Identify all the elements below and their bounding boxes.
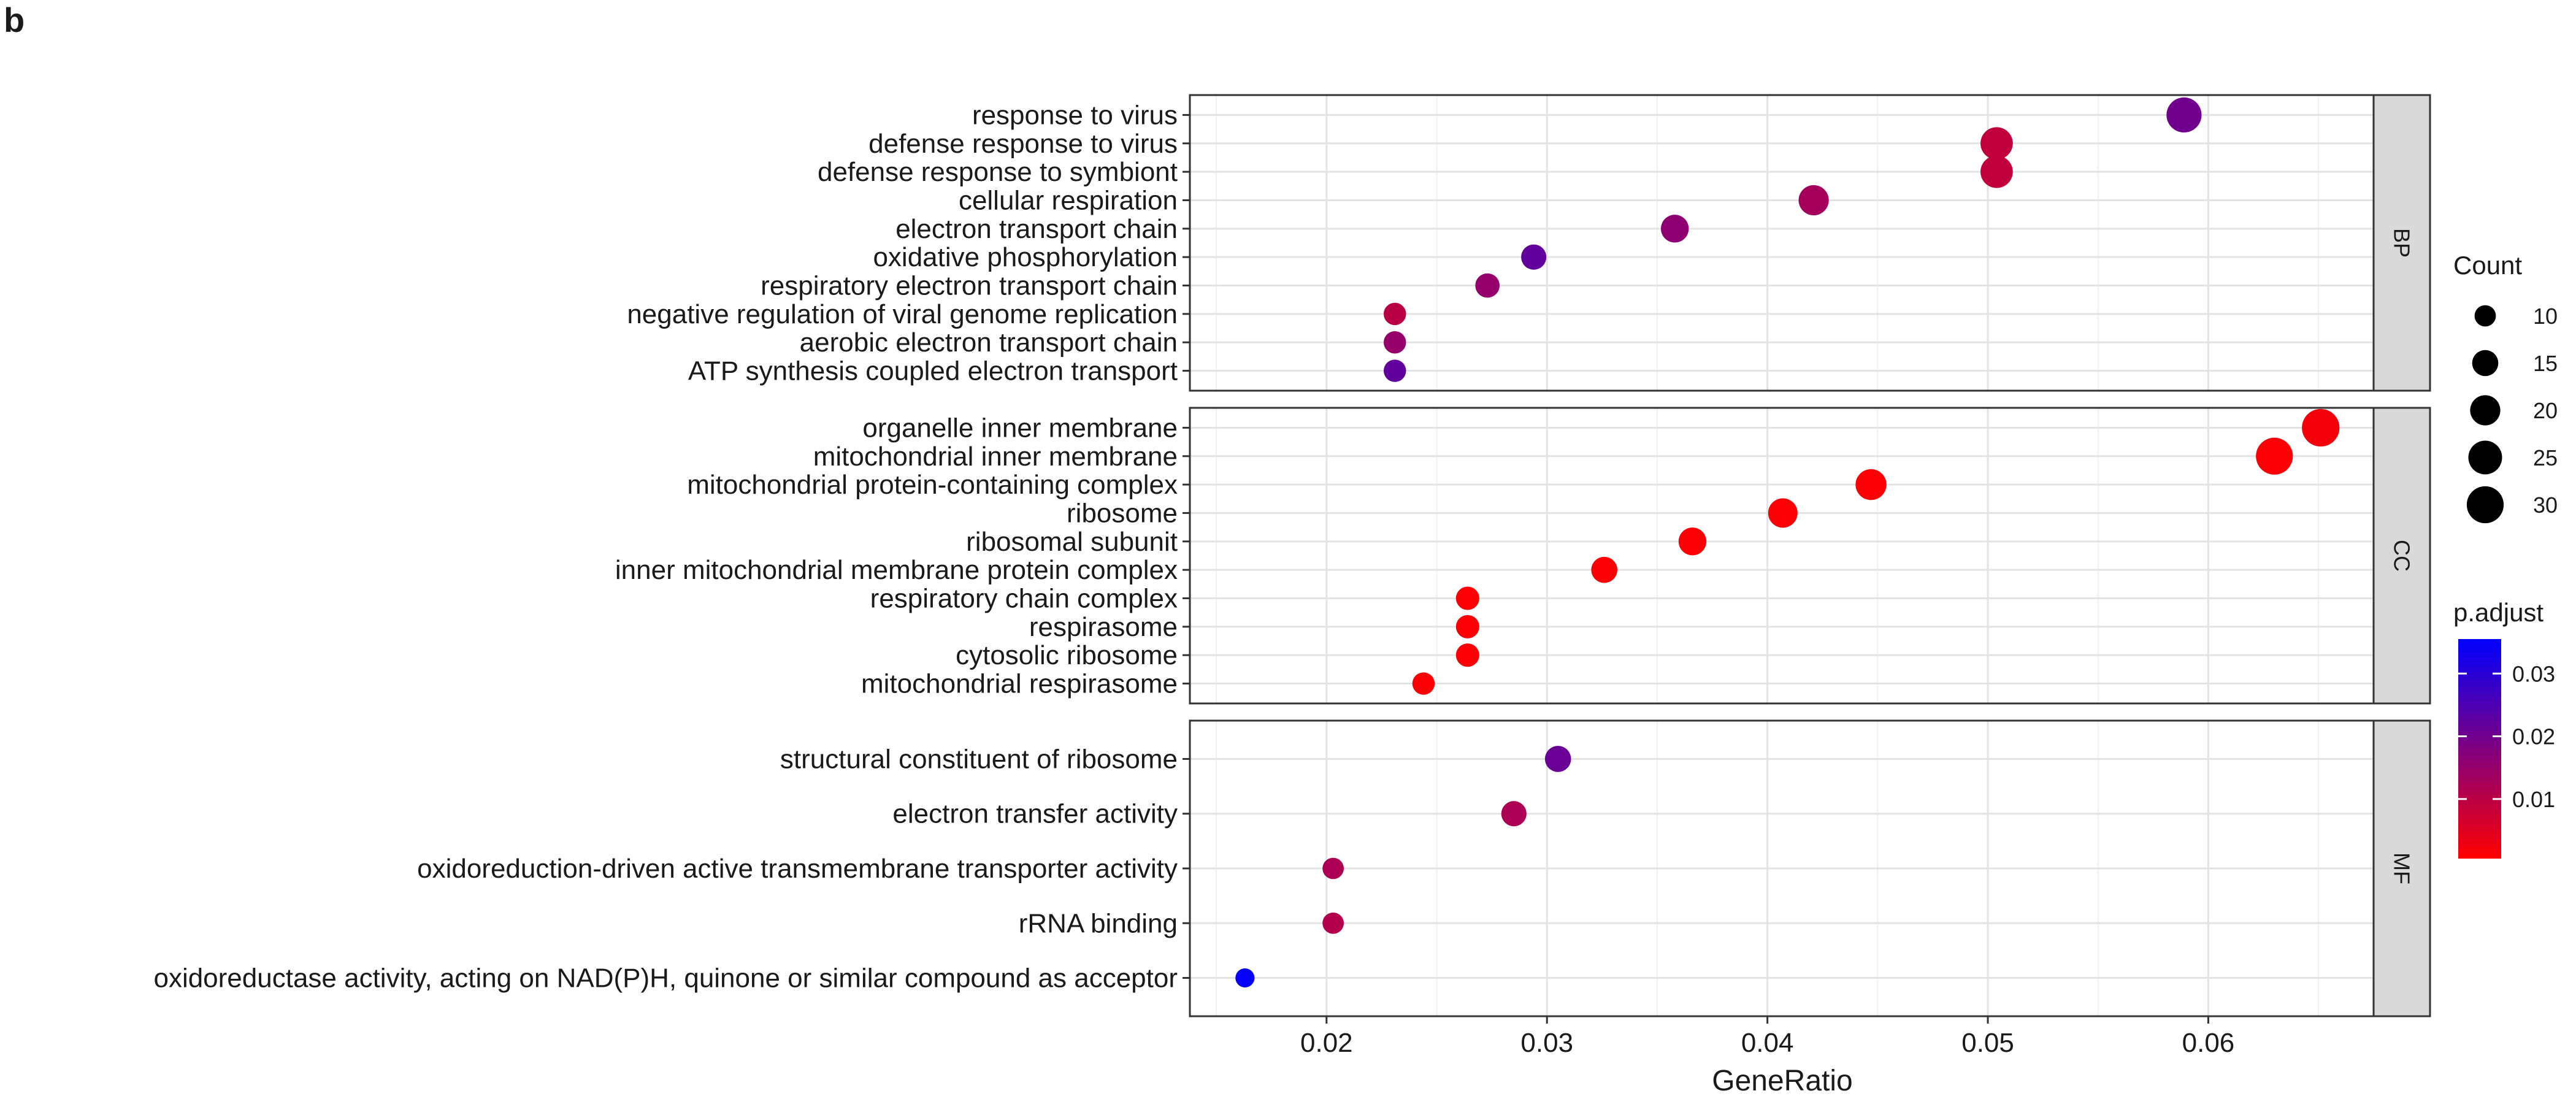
term-dot (1591, 556, 1617, 583)
term-dot (1768, 498, 1798, 528)
term-label: structural constituent of ribosome (780, 744, 1178, 774)
term-label: respiratory electron transport chain (761, 271, 1178, 301)
count-legend-dot (2472, 350, 2499, 377)
term-dot (2302, 408, 2340, 447)
term-dot (1322, 912, 1344, 934)
legends: 10 15 20 25 30 0.01 0.02 0.03 (2458, 304, 2558, 859)
term-dot (1384, 331, 1406, 354)
x-tick-label: 0.03 (1520, 1028, 1573, 1058)
term-label: rRNA binding (1019, 908, 1178, 938)
term-label: ribosome (1067, 498, 1178, 528)
term-dot (1501, 801, 1527, 827)
term-dot (1455, 586, 1479, 610)
panel-background (1190, 95, 2374, 391)
term-dot (1455, 615, 1479, 638)
term-dot (1661, 215, 1689, 243)
term-dot (1521, 244, 1547, 270)
figure-panel-label: b (4, 1, 25, 39)
term-dot (2256, 437, 2293, 475)
x-tick-label: 0.05 (1961, 1028, 2014, 1058)
term-label: defense response to virus (868, 129, 1178, 159)
term-label: electron transport chain (895, 214, 1178, 244)
term-dot (1412, 672, 1435, 695)
term-label: cellular respiration (959, 185, 1178, 215)
count-legend-dot (2468, 440, 2502, 475)
panel-background (1190, 408, 2374, 703)
term-dot (1980, 155, 2013, 188)
term-label: mitochondrial protein-containing complex (687, 470, 1178, 500)
x-axis: 0.02 0.03 0.04 0.05 0.06 (1300, 1016, 2234, 1058)
colorbar-tick-label: 0.02 (2512, 724, 2555, 749)
term-dot (2166, 97, 2202, 133)
term-label: response to virus (972, 100, 1178, 130)
term-label: electron transfer activity (892, 799, 1178, 829)
term-dot (1980, 127, 2013, 160)
term-label: respirasome (1029, 612, 1178, 642)
x-tick-label: 0.06 (2182, 1028, 2235, 1058)
facet-strip (2372, 407, 2431, 705)
term-dot (1322, 857, 1344, 879)
term-label: inner mitochondrial membrane protein com… (615, 555, 1178, 585)
term-label: oxidoreduction-driven active transmembra… (417, 854, 1178, 884)
p-adjust-legend-title: p.adjust (2453, 598, 2543, 627)
term-label: negative regulation of viral genome repl… (627, 299, 1178, 329)
x-tick-label: 0.02 (1300, 1028, 1353, 1058)
term-dot (1384, 359, 1406, 382)
p-adjust-colorbar (2458, 639, 2501, 859)
term-label: organelle inner membrane (862, 413, 1178, 443)
x-tick-label: 0.04 (1741, 1028, 1794, 1058)
term-dot (1384, 302, 1406, 326)
facet-panel-mf: structural constituent of ribosome electr… (153, 719, 2431, 1017)
term-dot (1855, 469, 1887, 500)
colorbar-tick-label: 0.01 (2512, 787, 2555, 812)
colorbar-tick-label: 0.03 (2512, 661, 2555, 686)
term-label: ribosomal subunit (966, 527, 1178, 557)
facet-strip (2372, 94, 2431, 392)
term-label: mitochondrial inner membrane (813, 442, 1178, 472)
term-dot (1544, 746, 1571, 772)
facet-strip (2372, 719, 2431, 1017)
term-dot (1798, 185, 1829, 216)
count-legend-label: 25 (2533, 445, 2558, 470)
term-label: aerobic electron transport chain (800, 328, 1178, 358)
count-legend-label: 20 (2533, 398, 2558, 423)
term-label: ATP synthesis coupled electron transport (688, 356, 1178, 386)
count-legend-dot (2474, 305, 2496, 327)
x-axis-title: GeneRatio (1712, 1065, 1852, 1097)
count-legend-label: 30 (2533, 492, 2558, 518)
term-label: defense response to symbiont (818, 157, 1178, 187)
term-dot (1455, 643, 1479, 667)
term-label: mitochondrial respirasome (861, 669, 1178, 699)
term-label: respiratory chain complex (870, 584, 1178, 614)
count-legend-label: 15 (2533, 351, 2558, 376)
term-label: oxidative phosphorylation (873, 242, 1178, 272)
facet-strip-label: CC (2390, 540, 2415, 572)
term-dot (1678, 527, 1707, 556)
count-legend-label: 10 (2533, 304, 2558, 329)
count-legend-dot (2466, 486, 2504, 524)
count-legend-title: Count (2453, 251, 2522, 280)
term-dot (1475, 273, 1500, 298)
term-label: cytosolic ribosome (956, 640, 1178, 670)
facet-strip-label: MF (2390, 852, 2415, 884)
term-dot (1235, 968, 1255, 988)
term-label: oxidoreductase activity, acting on NAD(P… (153, 963, 1178, 994)
count-legend-dot (2470, 395, 2501, 426)
facet-strip-label: BP (2390, 228, 2415, 258)
